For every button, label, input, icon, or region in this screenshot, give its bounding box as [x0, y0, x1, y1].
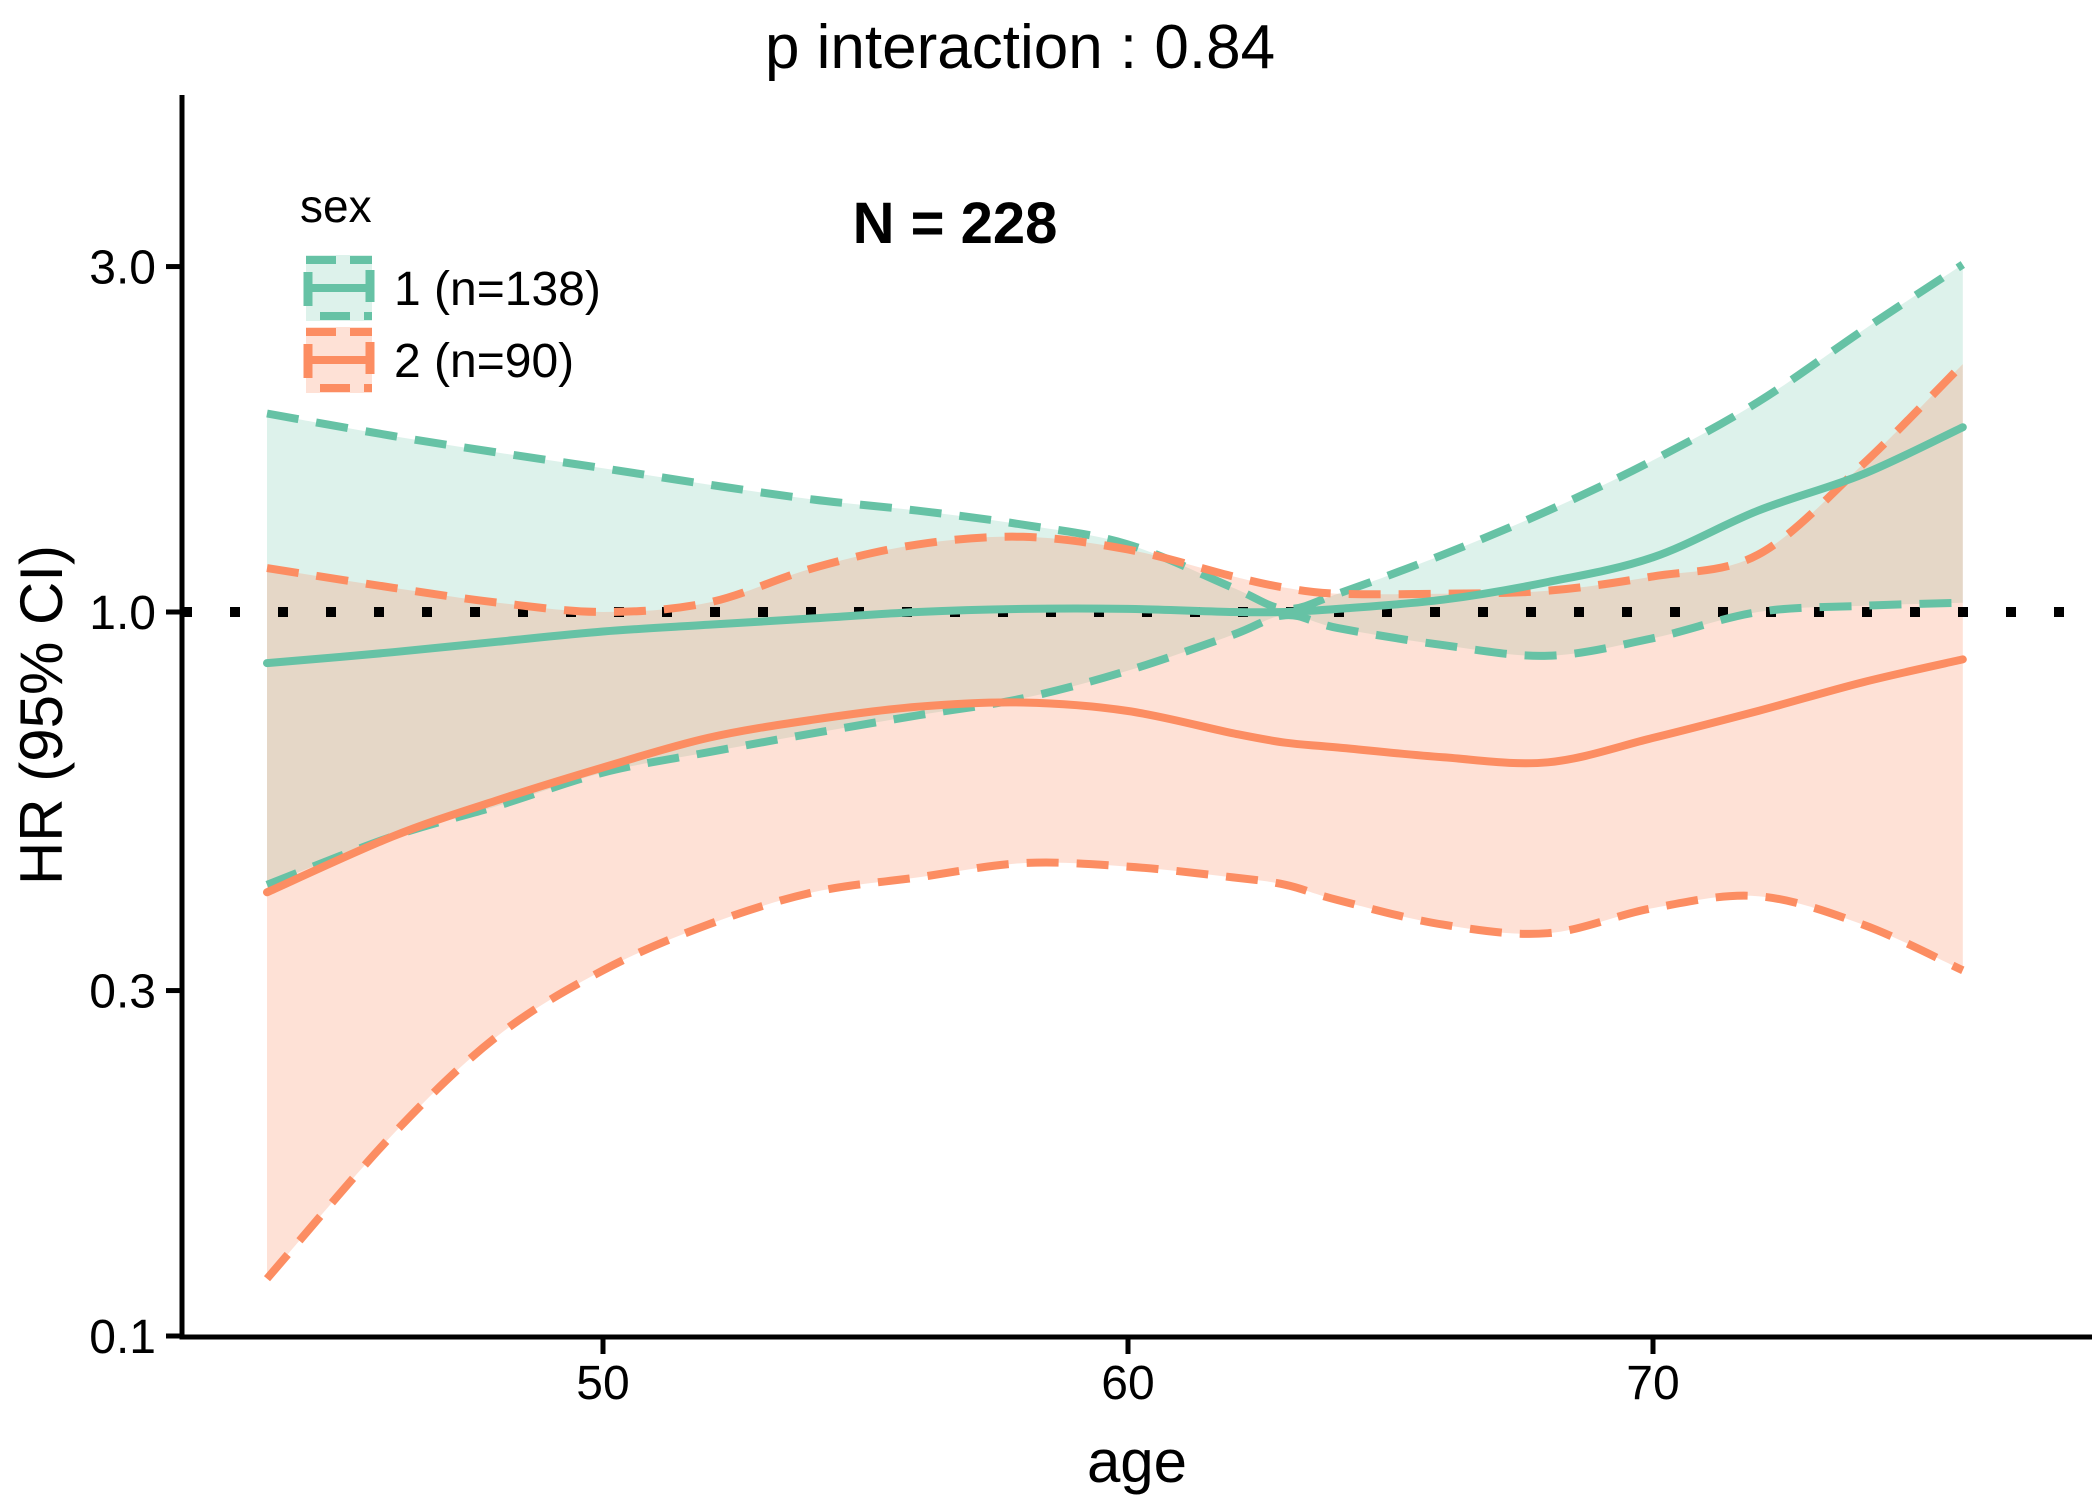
sex2-ci-upper-line [266, 361, 1966, 617]
sex2-hr-line [263, 655, 1967, 897]
tick-labels: 3.0 1.0 0.3 0.1 50 60 70 [89, 242, 1679, 1410]
legend-label-sex2: 2 (n=90) [394, 335, 574, 388]
y-axis-title: HR (95% CI) [8, 545, 75, 885]
legend-key-sex2 [303, 327, 375, 393]
ci-ribbons [267, 264, 1963, 1279]
legend: sex 1 (n=138) 2 (n=90) [300, 180, 601, 393]
hr-curves [263, 261, 1967, 1282]
sex1-hr-line [263, 423, 1967, 668]
sex2-ci-lower-line [263, 858, 1965, 1282]
y-tick-label-0.1: 0.1 [89, 1311, 156, 1364]
legend-title: sex [300, 180, 372, 232]
sex1-ci-lower-line [265, 598, 1963, 889]
y-tick-label-0.3: 0.3 [89, 966, 156, 1019]
x-tick-label-50: 50 [576, 1357, 629, 1410]
y-tick-label-1.0: 1.0 [89, 587, 156, 640]
y-tick-label-3.0: 3.0 [89, 242, 156, 295]
plot-title: p interaction : 0.84 [765, 13, 1275, 82]
axes [166, 95, 2092, 1354]
x-axis-title: age [1087, 1428, 1187, 1495]
sex2_ci_band-ribbon [267, 364, 1963, 1279]
legend-label-sex1: 1 (n=138) [394, 263, 601, 316]
x-tick-label-70: 70 [1626, 1357, 1679, 1410]
legend-key-sex1 [303, 255, 375, 321]
x-tick-label-60: 60 [1101, 1357, 1154, 1410]
sex1-ci-upper-line [266, 261, 1965, 613]
sample-size-annotation: N = 228 [853, 191, 1058, 256]
sex1_ci_band-ribbon [267, 264, 1963, 885]
